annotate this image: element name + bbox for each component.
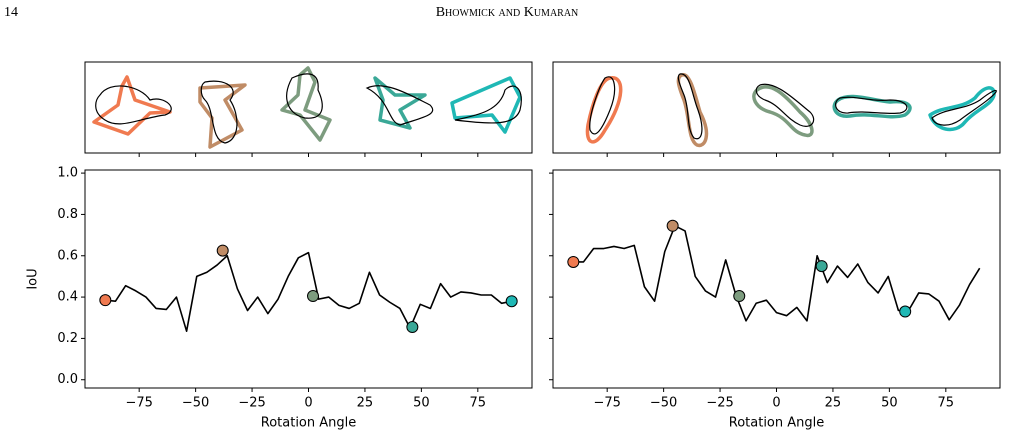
x-tick-label: −75 [125,396,152,411]
y-tick-label: 0.4 [57,290,78,305]
chart: 0.0 0.2 0.4 0.6 0.8 1.0 −75 −50 −25 0 25 50 75 Rotati… [26,153,533,431]
y-axis-label: IoU [26,268,41,289]
running-head: Bhowmick and Kumaran [436,5,579,20]
x-tick-label: −25 [706,396,733,411]
x-tick-label: 25 [825,396,842,411]
y-tick-label: 0.8 [57,207,78,222]
chart: −75 −50 −25 0 25 50 75 Rotation Angle [549,153,1001,431]
x-tick-label: 75 [938,396,955,411]
x-tick-label: 25 [357,396,374,411]
x-tick-label: 75 [470,396,487,411]
line [573,224,981,322]
marker [815,260,828,273]
y-tick-label: 0.0 [57,372,78,387]
marker [733,290,746,303]
x-tick-label: −75 [593,396,620,411]
x-tick-label: 50 [413,396,430,411]
shape-panel-left [84,61,533,154]
y-tick-label: 0.2 [57,331,78,346]
x-axis-label: Rotation Angle [729,416,825,431]
marker [307,290,320,303]
marker [899,305,912,318]
x-tick-label: 0 [772,396,780,411]
marker [567,255,580,268]
y-tick-label: 0.6 [57,248,78,263]
marker [216,244,229,257]
x-tick-label: −25 [238,396,265,411]
shape-panel-right [552,61,1001,154]
y-tick-label: 1.0 [57,166,78,181]
x-tick-label: −50 [650,396,677,411]
axes-frame [84,169,533,389]
x-axis-label: Rotation Angle [261,416,357,431]
marker [406,321,419,334]
marker [99,294,112,307]
x-tick-label: −50 [182,396,209,411]
x-tick-label: 50 [881,396,898,411]
page-number: 14 [4,5,18,20]
x-tick-label: 0 [304,396,312,411]
marker [666,219,679,232]
line [105,251,512,332]
axes-frame [552,169,1001,389]
marker [505,295,518,308]
